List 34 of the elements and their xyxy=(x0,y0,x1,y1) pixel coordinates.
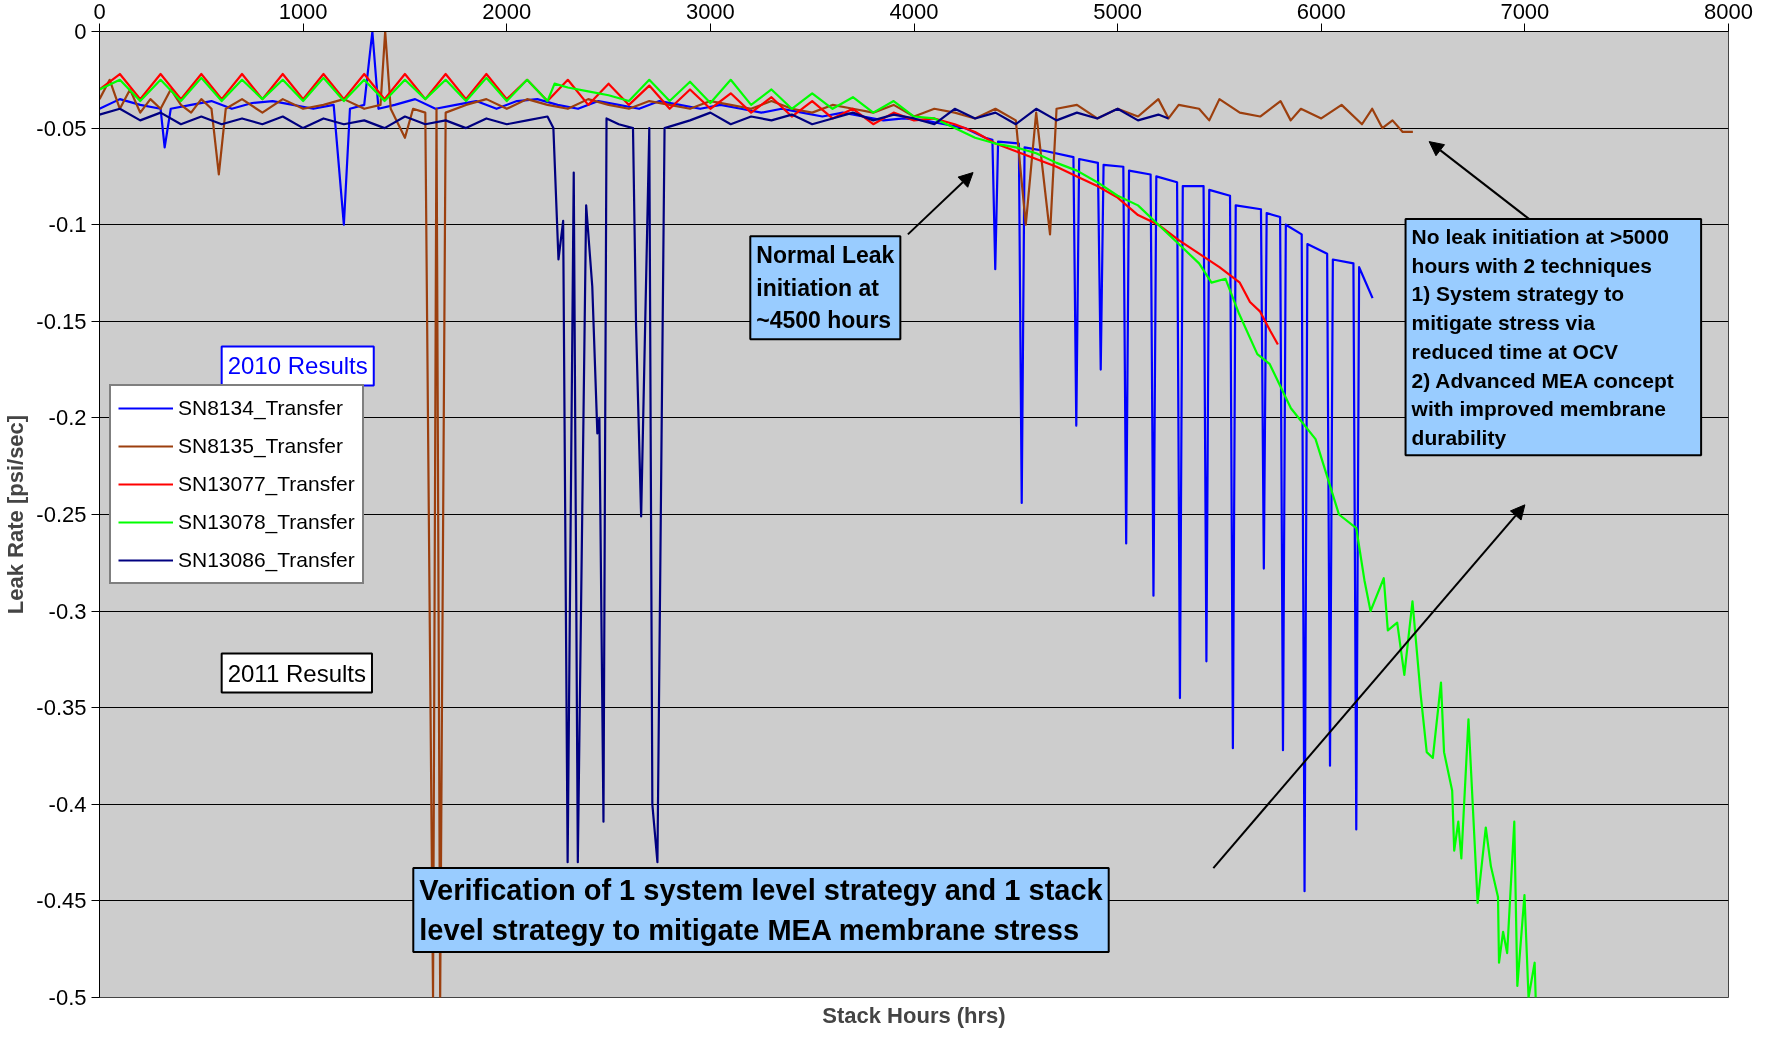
y-tick-label: -0.3 xyxy=(48,598,87,624)
y-tick-label: -0.5 xyxy=(48,985,87,1010)
y-tick-label: 0 xyxy=(74,19,87,44)
x-tick-label: 8000 xyxy=(1704,0,1753,24)
legend-label: SN8135_Transfer xyxy=(178,433,343,460)
annotation: Verification of 1 system level strategy and 1 stack level strategy to mitigate MEA membrane stress xyxy=(419,874,1104,947)
y-tick-label: -0.35 xyxy=(36,695,87,721)
annotation: Normal Leak initiation at ~4500 hours xyxy=(756,242,895,334)
x-tick-label: 5000 xyxy=(1093,0,1143,24)
x-axis-title: Stack Hours (hrs) xyxy=(822,1002,1006,1028)
annotation: 2010 Results xyxy=(227,352,368,380)
x-tick-label: 6000 xyxy=(1296,0,1346,24)
annotation: 2011 Results xyxy=(227,659,366,687)
x-tick-label: 7000 xyxy=(1500,0,1550,24)
y-tick-label: -0.45 xyxy=(36,888,87,914)
line-series xyxy=(99,72,1279,346)
x-tick-label: 0 xyxy=(93,0,106,24)
legend-label: SN13077_Transfer xyxy=(178,471,355,498)
y-tick-label: -0.2 xyxy=(48,405,87,431)
annotation: No leak initiation at >5000 hours with 2 techniques 1) System strategy to mitigate stress via reduced time at OCV 2) Advanced MEA concept with improved membrane durability xyxy=(1410,224,1674,450)
line-series xyxy=(99,107,1170,864)
legend-label: SN8134_Transfer xyxy=(178,395,343,422)
y-tick-label: -0.15 xyxy=(36,308,87,334)
y-axis-title: Leak Rate [psi/sec] xyxy=(3,414,29,615)
x-tick-label: 1000 xyxy=(278,0,328,24)
x-tick-label: 3000 xyxy=(685,0,735,24)
y-tick-label: -0.1 xyxy=(48,212,87,238)
legend-label: SN13086_Transfer xyxy=(178,547,355,574)
x-tick-label: 2000 xyxy=(482,0,532,24)
y-tick-label: -0.05 xyxy=(36,115,87,141)
y-tick-label: -0.4 xyxy=(48,791,87,817)
x-tick-label: 4000 xyxy=(889,0,939,24)
legend-label: SN13078_Transfer xyxy=(178,509,355,536)
y-tick-label: -0.25 xyxy=(36,502,87,527)
